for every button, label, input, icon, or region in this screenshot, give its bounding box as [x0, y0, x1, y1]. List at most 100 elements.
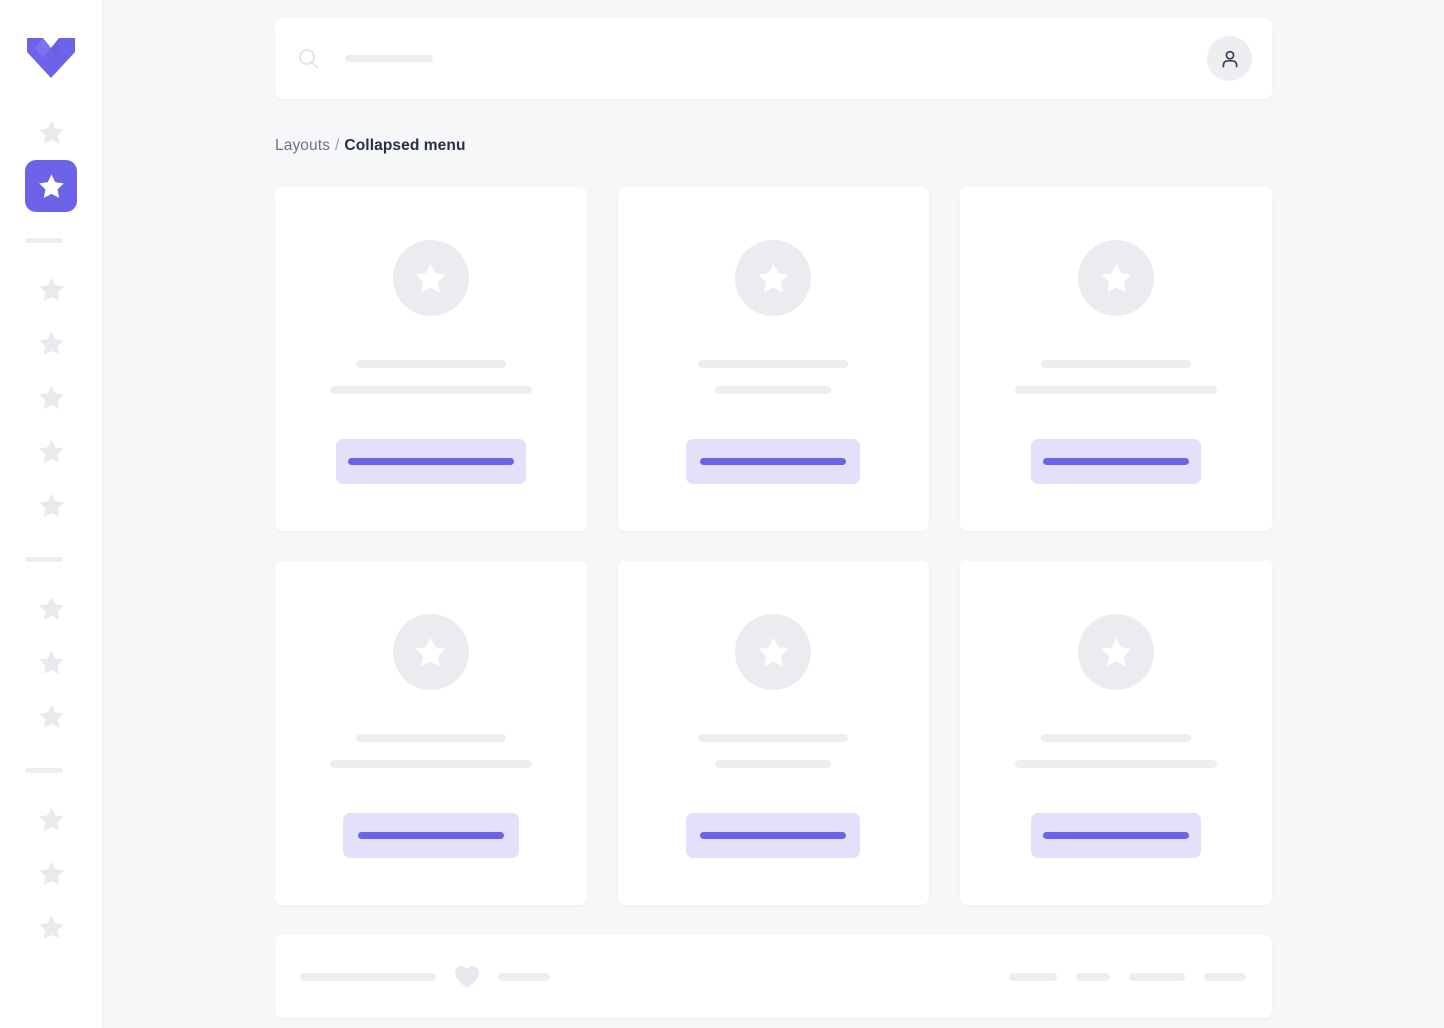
content-card: [960, 561, 1272, 905]
star-icon: [758, 263, 789, 292]
star-icon: [38, 439, 64, 463]
card-action-button-label-skeleton: [1043, 832, 1190, 839]
card-text-skeleton-line: [1041, 360, 1192, 368]
card-avatar: [1078, 614, 1155, 690]
content-card: [617, 561, 930, 905]
card-action-button-label-skeleton: [357, 832, 504, 839]
card-action-button[interactable]: [1031, 813, 1202, 858]
heart-icon[interactable]: [454, 965, 480, 989]
footer-link-skeleton[interactable]: [1129, 972, 1185, 981]
footer-right-group: [1009, 972, 1246, 981]
star-icon: [1101, 263, 1132, 292]
sidebar-item[interactable]: [25, 636, 77, 688]
star-icon: [758, 637, 789, 666]
sidebar-item[interactable]: [25, 371, 77, 423]
sidebar-item[interactable]: [25, 425, 77, 477]
card-text-skeleton-line: [329, 386, 532, 394]
card-text-skeletons: [698, 360, 849, 394]
card-action-button-label-skeleton: [347, 458, 514, 465]
star-icon: [415, 637, 446, 666]
star-icon: [38, 704, 64, 728]
sidebar: [0, 0, 103, 1028]
card-text-skeletons: [329, 360, 532, 394]
content-card: [275, 561, 587, 905]
card-action-button[interactable]: [686, 439, 861, 484]
sidebar-group: [25, 106, 77, 214]
sidebar-group: [25, 263, 77, 533]
card-action-button-label-skeleton: [1043, 458, 1190, 465]
sidebar-item[interactable]: [25, 847, 77, 899]
sidebar-item[interactable]: [25, 582, 77, 634]
card-text-skeleton-line: [355, 360, 506, 368]
star-icon: [38, 596, 64, 620]
star-icon: [38, 331, 64, 355]
footer-link-skeleton[interactable]: [1204, 972, 1246, 981]
card-text-skeleton-line: [355, 734, 506, 742]
sidebar-item[interactable]: [25, 690, 77, 742]
main-content: Layouts / Collapsed menu: [103, 0, 1444, 1028]
card-grid: [275, 187, 1272, 905]
card-avatar: [392, 240, 469, 316]
sidebar-divider: [25, 557, 63, 562]
content-card: [960, 187, 1272, 531]
breadcrumb-current: Collapsed menu: [344, 137, 466, 154]
star-icon: [38, 277, 64, 301]
card-text-skeleton-line: [715, 386, 832, 394]
star-icon: [38, 120, 64, 144]
sidebar-item[interactable]: [25, 479, 77, 531]
card-text-skeleton-line: [1015, 760, 1218, 768]
card-text-skeleton-line: [329, 760, 532, 768]
star-icon: [38, 385, 64, 409]
card-action-button-label-skeleton: [700, 832, 847, 839]
card-action-button-label-skeleton: [700, 458, 847, 465]
avatar[interactable]: [1207, 36, 1252, 81]
card-text-skeleton-line: [698, 734, 849, 742]
content-card: [275, 187, 587, 531]
sidebar-item[interactable]: [25, 263, 77, 315]
sidebar-group: [25, 793, 77, 955]
star-icon: [38, 807, 64, 831]
search-input[interactable]: [345, 55, 433, 62]
app-logo-icon[interactable]: [25, 34, 77, 80]
card-avatar: [735, 614, 812, 690]
footer-link-skeleton[interactable]: [1009, 972, 1057, 981]
breadcrumb: Layouts / Collapsed menu: [275, 137, 1272, 155]
sidebar-divider: [25, 238, 63, 243]
card-text-skeletons: [1015, 734, 1218, 768]
footer-link-skeleton[interactable]: [1076, 972, 1110, 981]
sidebar-item[interactable]: [25, 106, 77, 158]
sidebar-item[interactable]: [25, 901, 77, 953]
sidebar-item[interactable]: [25, 793, 77, 845]
star-icon: [38, 493, 64, 517]
sidebar-divider: [25, 768, 63, 773]
card-text-skeleton-line: [715, 760, 832, 768]
card-text-skeletons: [698, 734, 849, 768]
top-bar: [275, 18, 1272, 99]
star-icon: [38, 861, 64, 885]
star-icon: [38, 174, 64, 198]
sidebar-item-active[interactable]: [25, 160, 77, 212]
card-text-skeleton-line: [1015, 386, 1218, 394]
card-avatar: [735, 240, 812, 316]
card-action-button[interactable]: [335, 439, 526, 484]
star-icon: [415, 263, 446, 292]
star-icon: [38, 915, 64, 939]
star-icon: [1101, 637, 1132, 666]
footer-title-skeleton: [300, 972, 436, 981]
content-card: [617, 187, 930, 531]
breadcrumb-root[interactable]: Layouts: [275, 137, 330, 154]
card-avatar: [392, 614, 469, 690]
search-icon[interactable]: [298, 48, 319, 69]
card-text-skeleton-line: [698, 360, 849, 368]
footer-meta-skeleton: [498, 972, 550, 981]
card-action-button[interactable]: [1031, 439, 1202, 484]
card-avatar: [1078, 240, 1155, 316]
card-action-button[interactable]: [342, 813, 519, 858]
sidebar-item[interactable]: [25, 317, 77, 369]
card-action-button[interactable]: [686, 813, 861, 858]
user-icon: [1222, 50, 1237, 67]
footer-left-group: [300, 965, 550, 989]
breadcrumb-separator: /: [335, 137, 340, 154]
star-icon: [38, 650, 64, 674]
